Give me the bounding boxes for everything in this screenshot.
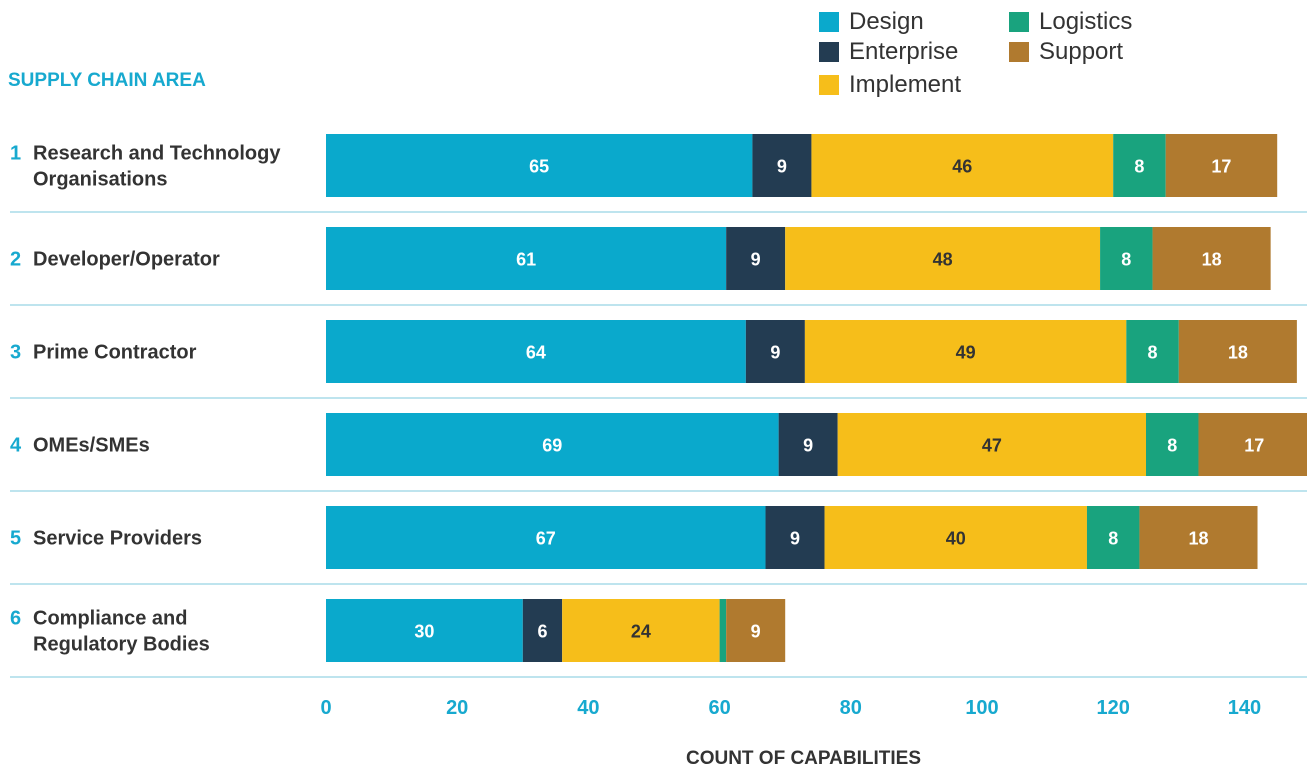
- data-label-support-research-and-technology-organisations: 17: [1211, 157, 1231, 177]
- legend: Design Enterprise Implement Logistics Su…: [819, 8, 1179, 100]
- legend-label-design: Design: [849, 8, 924, 35]
- data-label-logistics-service-providers: 8: [1108, 529, 1118, 549]
- legend-item-design: Design: [819, 8, 924, 36]
- bar-support-research-and-technology-organisations: [1165, 134, 1278, 197]
- data-label-enterprise-service-providers: 9: [790, 529, 800, 549]
- bar-enterprise-research-and-technology-organisations: [752, 134, 812, 197]
- y-axis-title: SUPPLY CHAIN AREA: [8, 70, 206, 91]
- x-tick-label: 20: [446, 697, 468, 719]
- legend-swatch-implement: [819, 75, 839, 95]
- legend-label-logistics: Logistics: [1039, 8, 1133, 35]
- data-label-implement-prime-contractor: 49: [956, 343, 976, 363]
- legend-label-implement: Implement: [849, 71, 962, 98]
- bar-implement-prime-contractor: [804, 320, 1127, 383]
- bar-implement-omes-smes: [837, 413, 1146, 476]
- data-label-implement-developer-operator: 48: [933, 250, 953, 270]
- legend-item-implement: Implement: [819, 71, 961, 99]
- category-label-compliance-and-regulatory-bodies: Compliance and Regulatory Bodies: [33, 608, 210, 656]
- data-label-logistics-research-and-technology-organisations: 8: [1134, 157, 1144, 177]
- data-label-logistics-omes-smes: 8: [1167, 436, 1177, 456]
- category-number-service-providers: 5: [10, 528, 21, 550]
- bar-logistics-research-and-technology-organisations: [1113, 134, 1166, 197]
- bar-logistics-omes-smes: [1146, 413, 1199, 476]
- data-label-design-service-providers: 67: [536, 529, 556, 549]
- x-tick-label: 100: [965, 697, 998, 719]
- legend-label-enterprise: Enterprise: [849, 38, 959, 65]
- x-tick-label: 0: [320, 697, 331, 719]
- bar-enterprise-compliance-and-regulatory-bodies: [522, 599, 563, 662]
- bar-design-research-and-technology-organisations: [326, 134, 753, 197]
- category-label-service-providers: Service Providers: [33, 528, 202, 550]
- data-label-design-research-and-technology-organisations: 65: [529, 157, 549, 177]
- legend-item-logistics: Logistics: [1009, 8, 1132, 36]
- bar-support-omes-smes: [1198, 413, 1307, 476]
- data-label-design-omes-smes: 69: [542, 436, 562, 456]
- bar-logistics-prime-contractor: [1126, 320, 1179, 383]
- data-label-support-service-providers: 18: [1188, 529, 1208, 549]
- bar-enterprise-service-providers: [765, 506, 825, 569]
- category-label-developer-operator: Developer/Operator: [33, 249, 220, 271]
- bar-implement-developer-operator: [785, 227, 1101, 290]
- data-label-design-prime-contractor: 64: [526, 343, 546, 363]
- bar-implement-research-and-technology-organisations: [811, 134, 1114, 197]
- category-number-omes-smes: 4: [10, 435, 22, 457]
- data-label-support-omes-smes: 17: [1244, 436, 1264, 456]
- category-number-research-and-technology-organisations: 1: [10, 143, 21, 165]
- legend-swatch-support: [1009, 42, 1029, 62]
- data-label-enterprise-prime-contractor: 9: [770, 343, 780, 363]
- bar-support-service-providers: [1139, 506, 1258, 569]
- data-label-enterprise-compliance-and-regulatory-bodies: 6: [537, 622, 547, 642]
- category-number-prime-contractor: 3: [10, 342, 21, 364]
- legend-label-support: Support: [1039, 38, 1124, 65]
- bar-design-prime-contractor: [326, 320, 746, 383]
- legend-item-enterprise: Enterprise: [819, 38, 958, 66]
- bar-logistics-service-providers: [1086, 506, 1140, 569]
- bar-enterprise-omes-smes: [778, 413, 838, 476]
- data-label-design-compliance-and-regulatory-bodies: 30: [414, 622, 434, 642]
- category-number-compliance-and-regulatory-bodies: 6: [10, 608, 21, 630]
- data-label-enterprise-developer-operator: 9: [751, 250, 761, 270]
- data-label-logistics-developer-operator: 8: [1121, 250, 1131, 270]
- bar-support-developer-operator: [1152, 227, 1271, 290]
- x-tick-label: 140: [1228, 697, 1261, 719]
- data-label-support-developer-operator: 18: [1202, 250, 1222, 270]
- bar-design-developer-operator: [326, 227, 727, 290]
- legend-item-support: Support: [1009, 38, 1123, 66]
- legend-swatch-design: [819, 12, 839, 32]
- bar-implement-service-providers: [824, 506, 1087, 569]
- data-label-support-prime-contractor: 18: [1228, 343, 1248, 363]
- data-label-logistics-prime-contractor: 8: [1148, 343, 1158, 363]
- bar-design-compliance-and-regulatory-bodies: [326, 599, 523, 662]
- bar-design-service-providers: [326, 506, 766, 569]
- data-label-implement-compliance-and-regulatory-bodies: 24: [631, 622, 651, 642]
- legend-swatch-logistics: [1009, 12, 1029, 32]
- data-label-enterprise-research-and-technology-organisations: 9: [777, 157, 787, 177]
- bar-design-omes-smes: [326, 413, 779, 476]
- category-number-developer-operator: 2: [10, 249, 21, 271]
- category-label-research-and-technology-organisations: Research and Technology Organisations: [33, 143, 281, 191]
- x-axis-title: COUNT OF CAPABILITIES: [685, 748, 922, 769]
- data-label-implement-omes-smes: 47: [982, 436, 1002, 456]
- data-label-design-developer-operator: 61: [516, 250, 536, 270]
- bar-enterprise-developer-operator: [726, 227, 786, 290]
- bar-support-prime-contractor: [1178, 320, 1297, 383]
- bar-logistics-compliance-and-regulatory-bodies: [719, 599, 727, 662]
- data-label-support-compliance-and-regulatory-bodies: 9: [751, 622, 761, 642]
- bar-enterprise-prime-contractor: [745, 320, 805, 383]
- x-tick-label: 60: [708, 697, 730, 719]
- x-tick-label: 40: [577, 697, 599, 719]
- data-label-implement-service-providers: 40: [946, 529, 966, 549]
- data-label-enterprise-omes-smes: 9: [803, 436, 813, 456]
- data-label-implement-research-and-technology-organisations: 46: [952, 157, 972, 177]
- bar-support-compliance-and-regulatory-bodies: [726, 599, 786, 662]
- bar-implement-compliance-and-regulatory-bodies: [562, 599, 720, 662]
- category-label-omes-smes: OMEs/SMEs: [33, 435, 150, 457]
- category-label-prime-contractor: Prime Contractor: [33, 342, 197, 364]
- x-tick-label: 120: [1097, 697, 1130, 719]
- bar-logistics-developer-operator: [1100, 227, 1153, 290]
- x-tick-label: 80: [840, 697, 862, 719]
- legend-swatch-enterprise: [819, 42, 839, 62]
